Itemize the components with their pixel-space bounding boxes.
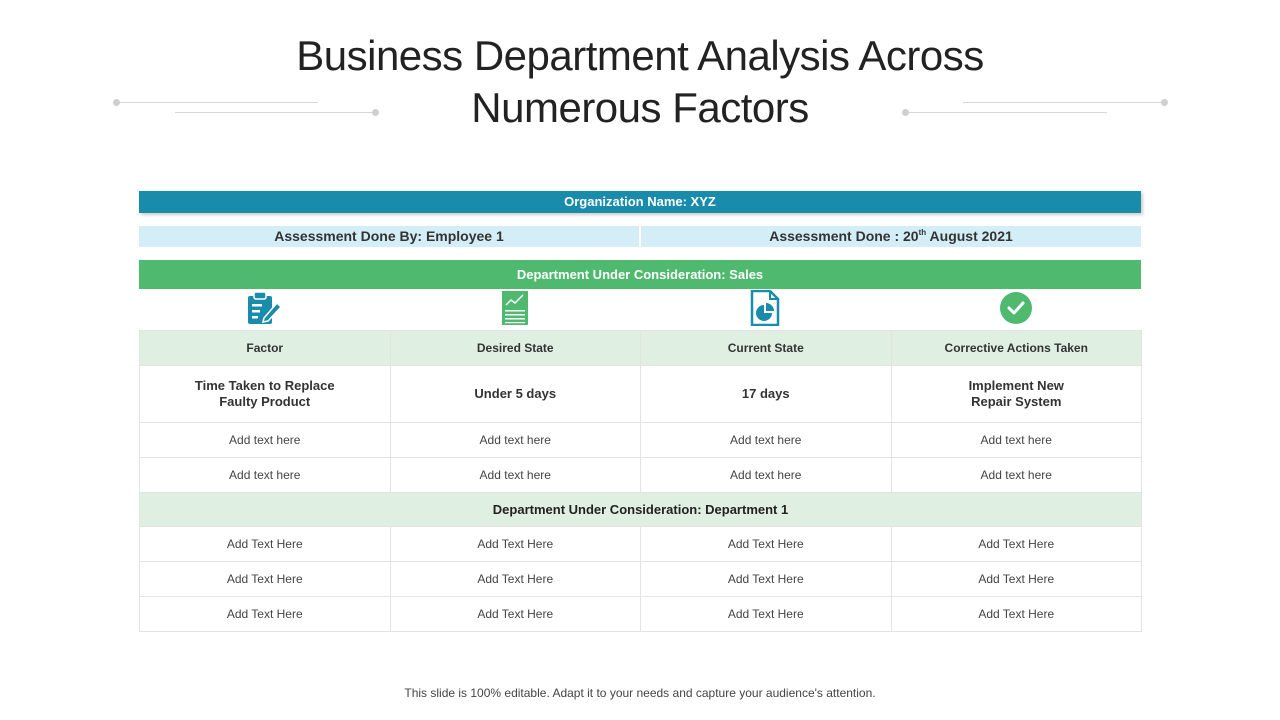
table-cell: Add Text Here bbox=[890, 526, 1142, 562]
assessment-row: Assessment Done By: Employee 1 Assessmen… bbox=[139, 226, 1141, 247]
header-current-state: Current State bbox=[640, 330, 892, 366]
table-cell: Under 5 days bbox=[389, 365, 641, 423]
table-cell: Add Text Here bbox=[389, 596, 641, 632]
title-line-2: Numerous Factors bbox=[471, 84, 809, 131]
department-1-label: Department Under Consideration: Departme… bbox=[139, 492, 1142, 527]
decor-dot bbox=[372, 109, 379, 116]
decor-dot bbox=[902, 109, 909, 116]
clipboard-edit-icon bbox=[246, 290, 283, 330]
icons-row bbox=[139, 289, 1141, 331]
table-cell: Add Text Here bbox=[139, 596, 391, 632]
table-row: Add Text Here Add Text Here Add Text Her… bbox=[139, 561, 1142, 597]
decor-dot bbox=[1161, 99, 1168, 106]
table-cell: Add Text Here bbox=[640, 561, 892, 597]
document-chart-icon bbox=[501, 290, 529, 331]
decor-line bbox=[175, 112, 373, 113]
table-row: Add text here Add text here Add text her… bbox=[139, 457, 1142, 493]
decor-line bbox=[963, 102, 1161, 103]
table-cell: 17 days bbox=[640, 365, 892, 423]
table-cell: Add Text Here bbox=[389, 561, 641, 597]
table-cell: Add Text Here bbox=[890, 561, 1142, 597]
assessment-date: Assessment Done : 20th August 2021 bbox=[641, 226, 1141, 247]
footer-note: This slide is 100% editable. Adapt it to… bbox=[404, 686, 876, 700]
table-cell: Add text here bbox=[890, 422, 1142, 458]
table-cell: Add text here bbox=[389, 422, 641, 458]
header-desired-state: Desired State bbox=[389, 330, 641, 366]
check-circle-icon bbox=[999, 291, 1033, 330]
table-cell: Add text here bbox=[640, 457, 892, 493]
analysis-table: Factor Desired State Current State Corre… bbox=[139, 330, 1142, 632]
table-row: Time Taken to Replace Faulty Product Und… bbox=[139, 365, 1142, 423]
table-row: Add Text Here Add Text Here Add Text Her… bbox=[139, 596, 1142, 632]
file-pie-icon bbox=[750, 289, 780, 331]
table-row: Add text here Add text here Add text her… bbox=[139, 422, 1142, 458]
table-cell: Add text here bbox=[139, 457, 391, 493]
slide-title: Business Department Analysis Across Nume… bbox=[240, 30, 1040, 134]
decor-dot bbox=[113, 99, 120, 106]
table-row: Add Text Here Add Text Here Add Text Her… bbox=[139, 526, 1142, 562]
table-cell: Add Text Here bbox=[640, 526, 892, 562]
title-line-1: Business Department Analysis Across bbox=[296, 32, 984, 79]
table-cell: Add Text Here bbox=[389, 526, 641, 562]
assessment-by: Assessment Done By: Employee 1 bbox=[139, 226, 639, 247]
department-sales-bar: Department Under Consideration: Sales bbox=[139, 260, 1141, 289]
decor-line bbox=[120, 102, 318, 103]
table-header-row: Factor Desired State Current State Corre… bbox=[139, 330, 1142, 366]
department-1-row: Department Under Consideration: Departme… bbox=[139, 492, 1142, 527]
table-cell: Add text here bbox=[640, 422, 892, 458]
table-cell: Implement New Repair System bbox=[890, 365, 1142, 423]
header-corrective-actions: Corrective Actions Taken bbox=[890, 330, 1142, 366]
table-cell: Add text here bbox=[890, 457, 1142, 493]
table-cell: Add text here bbox=[389, 457, 641, 493]
table-cell: Add Text Here bbox=[890, 596, 1142, 632]
table-cell: Add Text Here bbox=[640, 596, 892, 632]
table-cell: Time Taken to Replace Faulty Product bbox=[139, 365, 391, 423]
table-cell: Add Text Here bbox=[139, 526, 391, 562]
table-cell: Add Text Here bbox=[139, 561, 391, 597]
header-factor: Factor bbox=[139, 330, 391, 366]
table-cell: Add text here bbox=[139, 422, 391, 458]
organization-name-bar: Organization Name: XYZ bbox=[139, 191, 1141, 213]
decor-line bbox=[909, 112, 1107, 113]
